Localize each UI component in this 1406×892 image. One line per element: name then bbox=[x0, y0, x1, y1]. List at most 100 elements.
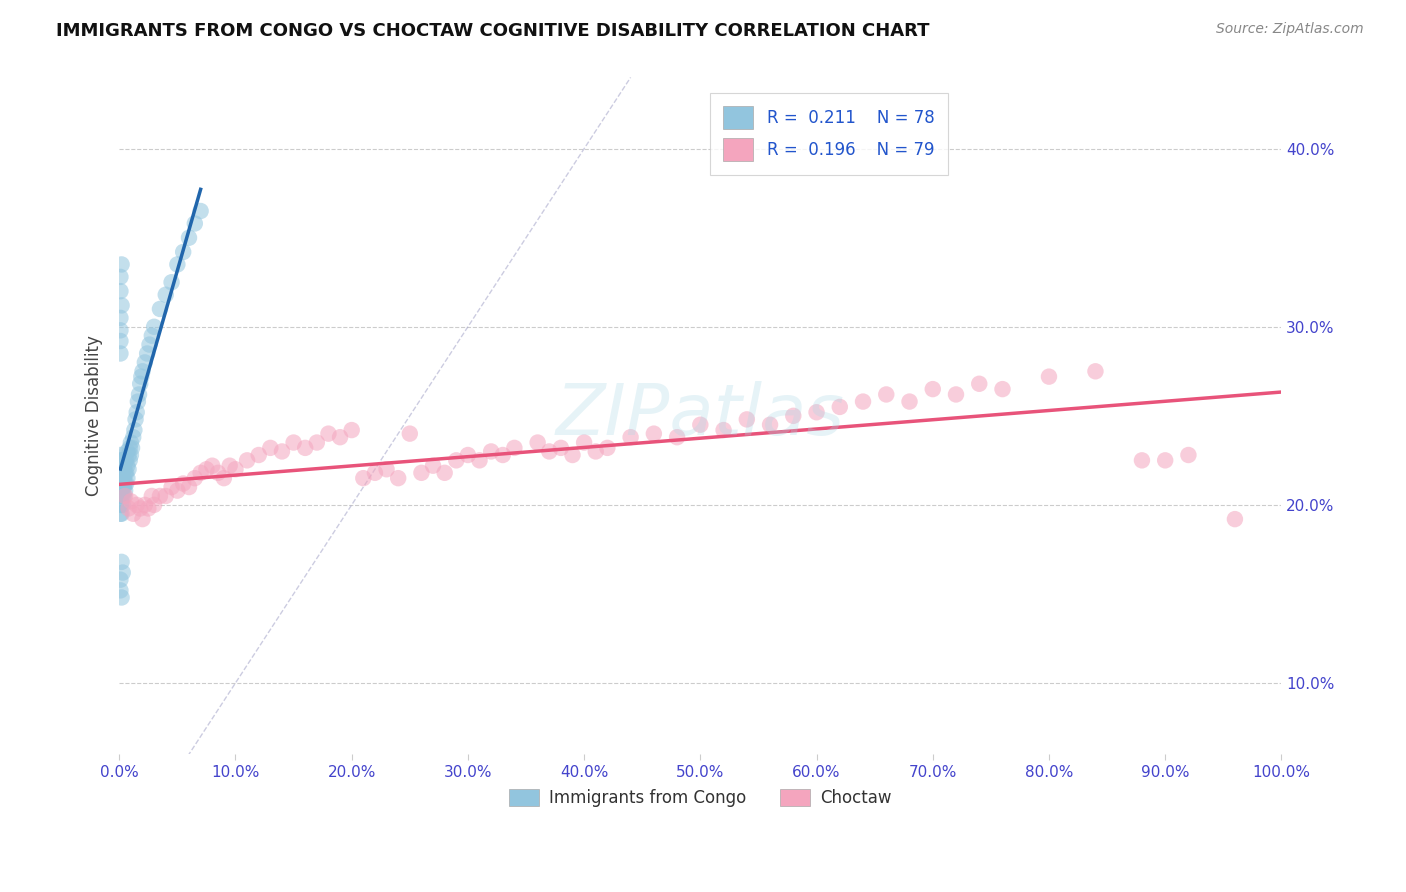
Y-axis label: Cognitive Disability: Cognitive Disability bbox=[86, 335, 103, 496]
Point bbox=[120, 435, 142, 450]
Point bbox=[713, 423, 735, 437]
Point bbox=[136, 346, 159, 360]
Point bbox=[118, 441, 141, 455]
Point bbox=[125, 405, 148, 419]
Legend: Immigrants from Congo, Choctaw: Immigrants from Congo, Choctaw bbox=[502, 782, 898, 814]
Point bbox=[259, 441, 281, 455]
Point bbox=[112, 480, 135, 494]
Point bbox=[112, 453, 135, 467]
Point bbox=[177, 480, 200, 494]
Point bbox=[111, 462, 134, 476]
Point bbox=[110, 453, 132, 467]
Point bbox=[340, 423, 363, 437]
Point bbox=[110, 489, 132, 503]
Point bbox=[446, 453, 468, 467]
Text: ZIPatlas: ZIPatlas bbox=[555, 381, 845, 450]
Point bbox=[110, 269, 132, 284]
Point bbox=[398, 426, 420, 441]
Point bbox=[111, 480, 134, 494]
Point bbox=[115, 476, 138, 491]
Point bbox=[735, 412, 758, 426]
Point bbox=[596, 441, 619, 455]
Point bbox=[247, 448, 270, 462]
Point bbox=[852, 394, 875, 409]
Point bbox=[411, 466, 433, 480]
Text: IMMIGRANTS FROM CONGO VS CHOCTAW COGNITIVE DISABILITY CORRELATION CHART: IMMIGRANTS FROM CONGO VS CHOCTAW COGNITI… bbox=[56, 22, 929, 40]
Point bbox=[118, 453, 141, 467]
Point bbox=[643, 426, 665, 441]
Point bbox=[468, 453, 491, 467]
Point bbox=[1130, 453, 1153, 467]
Point bbox=[110, 480, 132, 494]
Point bbox=[110, 583, 132, 598]
Point bbox=[110, 453, 132, 467]
Point bbox=[114, 466, 136, 480]
Point bbox=[117, 444, 139, 458]
Point bbox=[111, 489, 134, 503]
Point bbox=[117, 462, 139, 476]
Point bbox=[110, 498, 132, 512]
Point bbox=[129, 376, 152, 391]
Point bbox=[136, 501, 159, 516]
Point bbox=[114, 476, 136, 491]
Point bbox=[117, 448, 139, 462]
Text: Source: ZipAtlas.com: Source: ZipAtlas.com bbox=[1216, 22, 1364, 37]
Point bbox=[457, 448, 479, 462]
Point bbox=[141, 328, 163, 343]
Point bbox=[318, 426, 340, 441]
Point bbox=[110, 555, 132, 569]
Point bbox=[479, 444, 502, 458]
Point bbox=[114, 455, 136, 469]
Point bbox=[155, 489, 177, 503]
Point bbox=[177, 231, 200, 245]
Point bbox=[117, 501, 139, 516]
Point bbox=[110, 498, 132, 512]
Point bbox=[110, 507, 132, 521]
Point bbox=[143, 319, 166, 334]
Point bbox=[111, 498, 134, 512]
Point bbox=[111, 453, 134, 467]
Point bbox=[110, 346, 132, 360]
Point bbox=[110, 298, 132, 312]
Point bbox=[1038, 369, 1060, 384]
Point bbox=[271, 444, 294, 458]
Point bbox=[184, 217, 207, 231]
Point bbox=[138, 337, 160, 351]
Point bbox=[190, 204, 212, 219]
Point bbox=[759, 417, 782, 432]
Point bbox=[503, 441, 526, 455]
Point bbox=[921, 382, 943, 396]
Point bbox=[124, 412, 146, 426]
Point bbox=[131, 369, 153, 384]
Point bbox=[110, 591, 132, 605]
Point bbox=[114, 489, 136, 503]
Point bbox=[122, 430, 145, 444]
Point bbox=[110, 480, 132, 494]
Point bbox=[218, 458, 240, 473]
Point bbox=[1177, 448, 1199, 462]
Point bbox=[129, 501, 152, 516]
Point bbox=[184, 471, 207, 485]
Point bbox=[236, 453, 259, 467]
Point bbox=[124, 423, 146, 437]
Point bbox=[110, 507, 132, 521]
Point bbox=[898, 394, 921, 409]
Point bbox=[172, 244, 194, 259]
Point bbox=[111, 566, 134, 580]
Point bbox=[111, 471, 134, 485]
Point bbox=[538, 444, 561, 458]
Point bbox=[110, 471, 132, 485]
Point bbox=[110, 573, 132, 587]
Point bbox=[422, 458, 444, 473]
Point bbox=[207, 466, 229, 480]
Point bbox=[127, 394, 149, 409]
Point bbox=[492, 448, 515, 462]
Point bbox=[666, 430, 689, 444]
Point bbox=[131, 364, 153, 378]
Point bbox=[689, 417, 711, 432]
Point bbox=[110, 310, 132, 325]
Point bbox=[561, 448, 583, 462]
Point bbox=[112, 471, 135, 485]
Point bbox=[112, 462, 135, 476]
Point bbox=[160, 275, 183, 289]
